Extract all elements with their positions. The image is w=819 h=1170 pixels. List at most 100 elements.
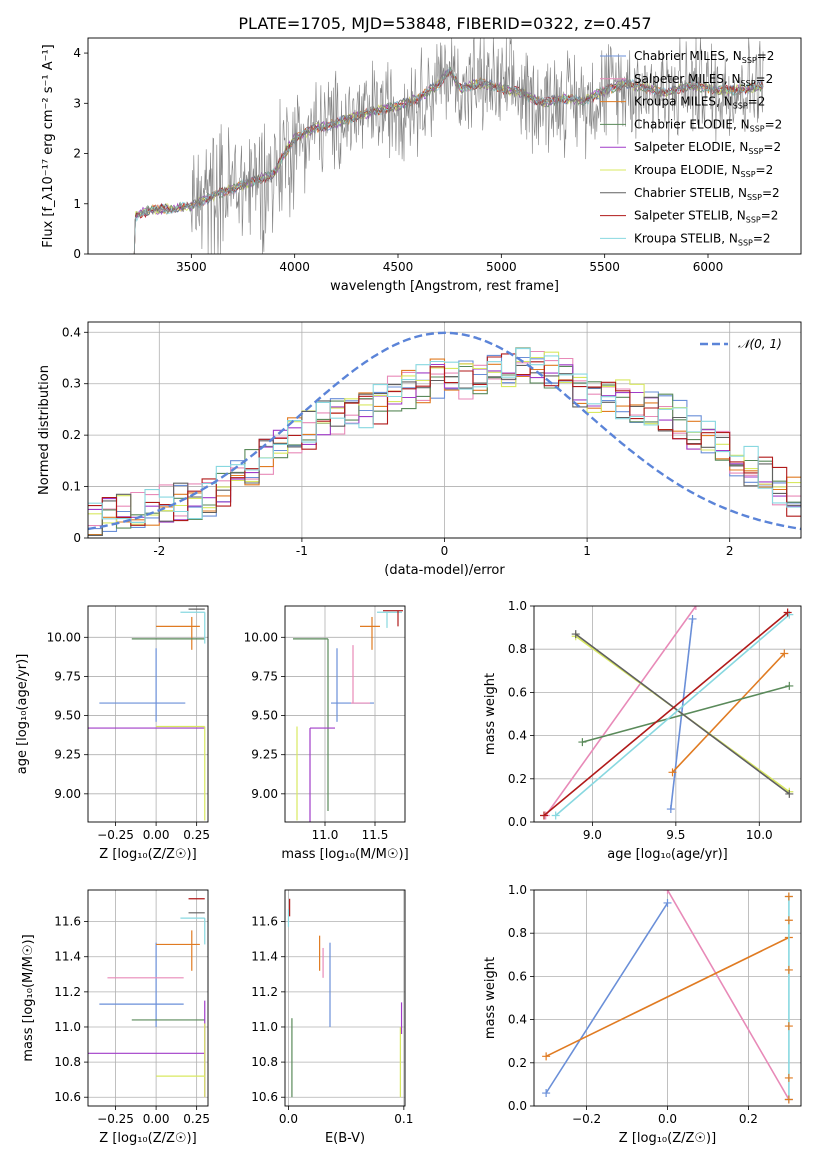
x-tick-label: 0.25 (183, 1112, 210, 1126)
x-tick-label: 0.00 (143, 828, 170, 842)
weight-marker (691, 606, 700, 610)
weight-line (555, 613, 790, 817)
y-tick-label: 11.2 (251, 985, 278, 999)
y-tick-label: 0.3 (62, 377, 81, 391)
axes-frame (284, 889, 406, 1107)
y-tick-label: 10.8 (54, 1055, 81, 1069)
legend-label-rest: =2 (753, 231, 771, 245)
x-axis-label: Z [log₁₀(Z/Z☉)] (99, 1131, 196, 1146)
weight-line (545, 902, 669, 1094)
legend-label-rest: =2 (757, 49, 775, 63)
legend-label: Kroupa STELIB, NSSP=2 (634, 231, 771, 247)
data-line (129, 38, 764, 254)
legend-label-rest: =2 (748, 95, 766, 109)
legend-subscript: SSP (741, 79, 756, 88)
axes-frame (533, 889, 802, 1107)
x-tick-label: 0 (441, 544, 449, 558)
x-tick-label: 6000 (693, 260, 724, 274)
legend-label-rest: =2 (761, 209, 779, 223)
x-tick-label: -1 (296, 544, 308, 558)
y-tick-label: 0 (73, 531, 81, 545)
y-axis-label: mass weight (483, 673, 498, 755)
axes-frame (87, 889, 209, 1107)
legend-label: Chabrier STELIB, NSSP=2 (634, 186, 780, 202)
x-axis-label: E(B-V) (325, 1131, 365, 1146)
plot-area (542, 890, 793, 1104)
y-tick-label: 0.2 (508, 772, 527, 786)
errorbar-point (156, 725, 206, 821)
weight-marker (663, 898, 672, 907)
legend-label: Kroupa MILES, NSSP=2 (634, 95, 765, 111)
x-tick-label: 0.1 (394, 1112, 413, 1126)
legend: Chabrier MILES, NSSP=2 Salpeter MILES, NS… (600, 49, 782, 247)
y-tick-label: 10.6 (251, 1090, 278, 1104)
x-axis-label: age [log₁₀(age/yr)] (607, 847, 728, 862)
y-tick-label: 0.0 (508, 1099, 527, 1113)
legend-subscript: SSP (733, 102, 748, 111)
weight-marker (578, 738, 587, 747)
axes-frame (87, 37, 802, 255)
y-tick-label: 0.0 (508, 815, 527, 829)
errorbar-point (99, 942, 184, 1027)
weight_vs_age-panel: 9.0 9.5 10.0 0.0 0.2 0.4 0.6 0.8 1.0 age [log₁₀(a… (483, 599, 802, 862)
y-tick-label: 0.4 (62, 325, 81, 339)
edge-marker (784, 916, 793, 925)
y-tick-label: 2 (73, 147, 81, 161)
panels: 3500 4000 4500 5000 5500 6000 0 1 2 3 4 wavelength … (15, 37, 802, 1146)
x-tick-label: 2 (726, 544, 734, 558)
x-tick-label: 4000 (279, 260, 310, 274)
y-tick-label: 9.25 (54, 748, 81, 762)
x-tick-label: −0.25 (97, 828, 134, 842)
x-tick-label: 11.5 (362, 828, 389, 842)
y-tick-label: 11.4 (251, 950, 278, 964)
plot-area (88, 331, 801, 536)
mass_vs_ebv-panel: 0.0 0.1 10.6 10.8 11.0 11.2 11.4 11.6 E(B-V) (251, 889, 413, 1146)
y-axis-label: age [log₁₀(age/yr)] (15, 654, 30, 775)
legend-label-rest: =2 (765, 117, 783, 131)
axes-frame (284, 605, 406, 823)
y-tick-label: 0 (73, 247, 81, 261)
weight-marker (783, 608, 792, 617)
x-tick-label: 0.25 (183, 828, 210, 842)
axes-frame (87, 605, 209, 823)
errorbar-point (180, 917, 206, 945)
legend: 𝒩(0, 1) (700, 337, 782, 351)
errorbar-point (156, 930, 200, 971)
y-tick-label: 0.4 (508, 1013, 527, 1027)
errorbar-point (156, 1023, 206, 1098)
legend-label-rest: =2 (763, 140, 781, 154)
weight-marker (666, 805, 675, 814)
errorbar-point (383, 610, 403, 627)
plot-area (88, 608, 206, 821)
legend-subscript: SSP (747, 193, 762, 202)
weight-marker (688, 614, 697, 623)
x-tick-label: 10.0 (746, 828, 773, 842)
spectrum-panel: 3500 4000 4500 5000 5500 6000 0 1 2 3 4 wavelength … (41, 37, 802, 294)
y-tick-label: 9.00 (251, 787, 278, 801)
weight-line (671, 652, 785, 773)
y-tick-label: 9.25 (251, 748, 278, 762)
y-tick-label: 0.8 (508, 926, 527, 940)
x-tick-label: 4500 (383, 260, 414, 274)
legend-subscript: SSP (746, 216, 761, 225)
y-tick-label: 9.50 (54, 709, 81, 723)
y-tick-label: 3 (73, 96, 81, 110)
mass_vs_Z-panel: −0.25 0.00 0.25 10.6 10.8 11.0 11.2 11.4 11.6 Z [… (21, 889, 210, 1146)
weight-marker (785, 789, 794, 798)
weight-line (543, 611, 789, 817)
axes-frame (87, 321, 802, 539)
y-tick-label: 1.0 (508, 599, 527, 613)
legend-label: 𝒩(0, 1) (738, 337, 782, 351)
edge-marker (784, 892, 793, 901)
y-tick-label: 1.0 (508, 883, 527, 897)
x-axis-label: wavelength [Angstrom, rest frame] (330, 279, 559, 294)
weight-line (575, 633, 790, 795)
legend-label: Salpeter ELODIE, NSSP=2 (634, 140, 781, 156)
weight-line (545, 936, 790, 1058)
x-tick-label: -2 (153, 544, 165, 558)
plot-area (88, 898, 206, 1098)
x-tick-label: 0.00 (143, 1112, 170, 1126)
y-tick-label: 0.8 (508, 642, 527, 656)
y-tick-label: 1 (73, 197, 81, 211)
x-tick-label: 1 (583, 544, 591, 558)
